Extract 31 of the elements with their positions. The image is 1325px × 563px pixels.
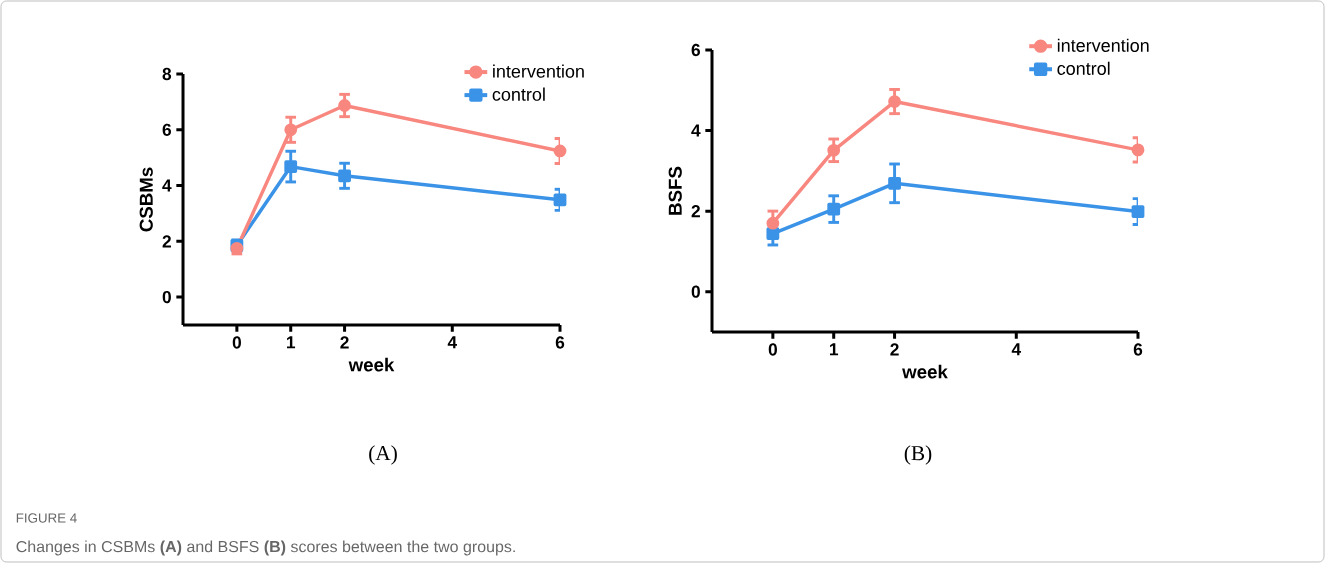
x-tick-label: 1 xyxy=(829,343,839,356)
text: (A) xyxy=(369,445,397,465)
y-tick-label: 4 xyxy=(162,179,172,192)
legend-label: intervention xyxy=(493,64,584,78)
x-tick-label: 1 xyxy=(286,336,296,349)
x-tick-label: 0 xyxy=(768,343,777,356)
x-tick-label: 2 xyxy=(340,336,349,349)
y-tick-label: 2 xyxy=(162,235,171,248)
y-tick-label: 4 xyxy=(691,124,701,137)
legend-label: control xyxy=(1057,61,1110,75)
text: (B) xyxy=(904,445,932,465)
y-tick-label: 6 xyxy=(162,123,172,136)
x-axis-title: week xyxy=(348,357,395,372)
x-tick-label: 4 xyxy=(1011,343,1022,356)
x-axis-title: week xyxy=(902,364,948,379)
y-axis-title: CSBMs xyxy=(139,167,153,232)
y-tick-label: 6 xyxy=(691,43,700,57)
y-tick-label: 8 xyxy=(162,67,172,81)
x-tick-label: 6 xyxy=(1133,343,1143,356)
y-tick-label: 0 xyxy=(691,285,700,298)
legend-label: intervention xyxy=(1057,38,1149,52)
y-tick-label: 2 xyxy=(691,205,700,218)
x-tick-label: 0 xyxy=(232,336,241,349)
x-tick-label: 2 xyxy=(890,343,899,356)
text: Changes in CSBMs (A) and BSFS (B) scores between the two groups. xyxy=(16,540,515,556)
y-axis-title: BSFS xyxy=(668,166,682,215)
y-tick-label: 0 xyxy=(162,290,171,304)
caption: FIGURE 4 xyxy=(16,513,77,523)
x-tick-label: 6 xyxy=(555,336,565,349)
x-tick-label: 4 xyxy=(447,336,458,349)
legend-label: control xyxy=(492,87,545,101)
